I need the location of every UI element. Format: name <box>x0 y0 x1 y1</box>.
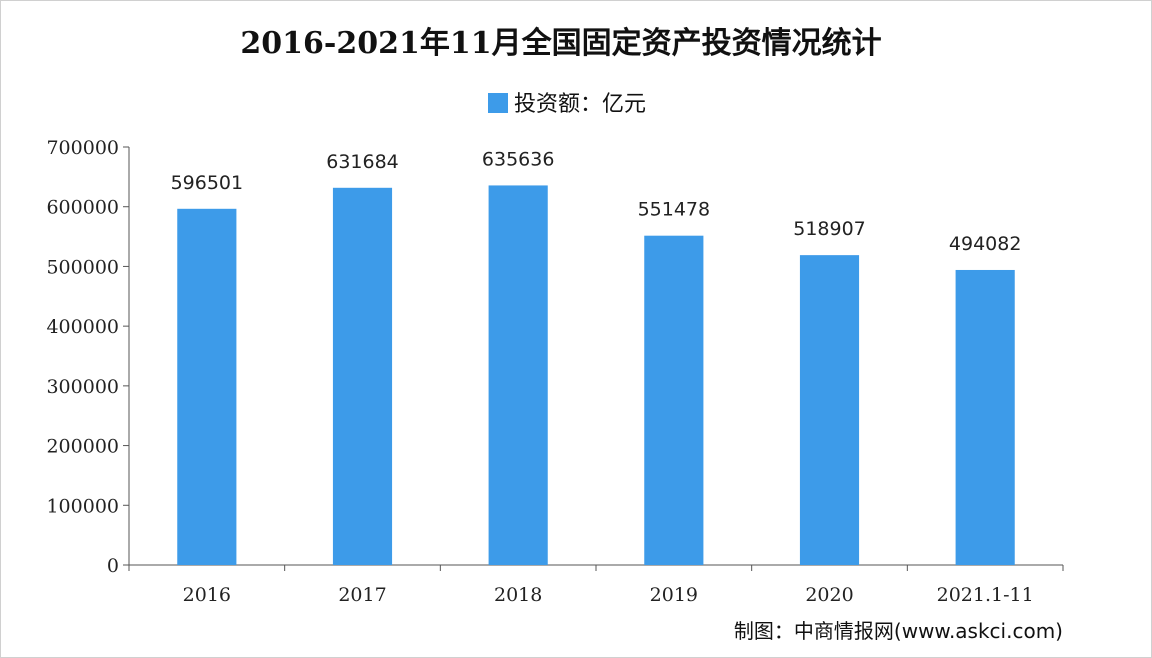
y-tick-label: 700000 <box>46 137 119 159</box>
data-label: 631684 <box>326 151 399 173</box>
y-tick-label: 200000 <box>46 436 119 458</box>
y-tick-label: 500000 <box>46 256 119 278</box>
value-labels: 596501 631684 635636 551478 518907 494082 <box>171 148 1022 255</box>
x-tick-label: 2017 <box>338 584 386 606</box>
y-tick-label: 300000 <box>46 376 119 398</box>
x-tick-label: 2016 <box>183 584 231 606</box>
x-tick-label: 2018 <box>494 584 542 606</box>
source-credit: 制图：中商情报网(www.askci.com) <box>734 619 1063 643</box>
bar-2016 <box>177 208 237 565</box>
bars <box>177 185 1015 566</box>
y-tick-label: 0 <box>107 555 119 577</box>
bar-2019 <box>644 235 704 566</box>
bar-2017 <box>332 187 393 565</box>
data-label: 635636 <box>482 148 555 170</box>
y-tick-label: 600000 <box>46 197 119 219</box>
x-tick-label: 2019 <box>650 584 698 606</box>
bar-2021.1-11 <box>955 269 1015 565</box>
bar-2020 <box>799 255 860 565</box>
y-tick-label: 100000 <box>46 495 119 517</box>
y-axis: 0 100000 200000 300000 400000 500000 600000 700… <box>46 137 130 577</box>
chart-title: 2016-2021年11月全国固定资产投资情况统计 <box>240 26 881 61</box>
x-axis: 2016 2017 2018 2019 2020 2021.1-11 <box>128 564 1064 606</box>
y-tick-label: 400000 <box>46 316 119 338</box>
legend-label: 投资额：亿元 <box>514 92 646 117</box>
data-label: 494082 <box>949 233 1022 255</box>
data-label: 551478 <box>638 199 711 221</box>
x-tick-label: 2021.1-11 <box>937 584 1034 606</box>
legend: 投资额：亿元 <box>488 92 646 117</box>
bar-2018 <box>488 185 548 565</box>
data-label: 518907 <box>793 218 866 240</box>
x-tick-label: 2020 <box>805 584 853 606</box>
data-label: 596501 <box>171 172 244 194</box>
legend-swatch <box>488 93 508 113</box>
